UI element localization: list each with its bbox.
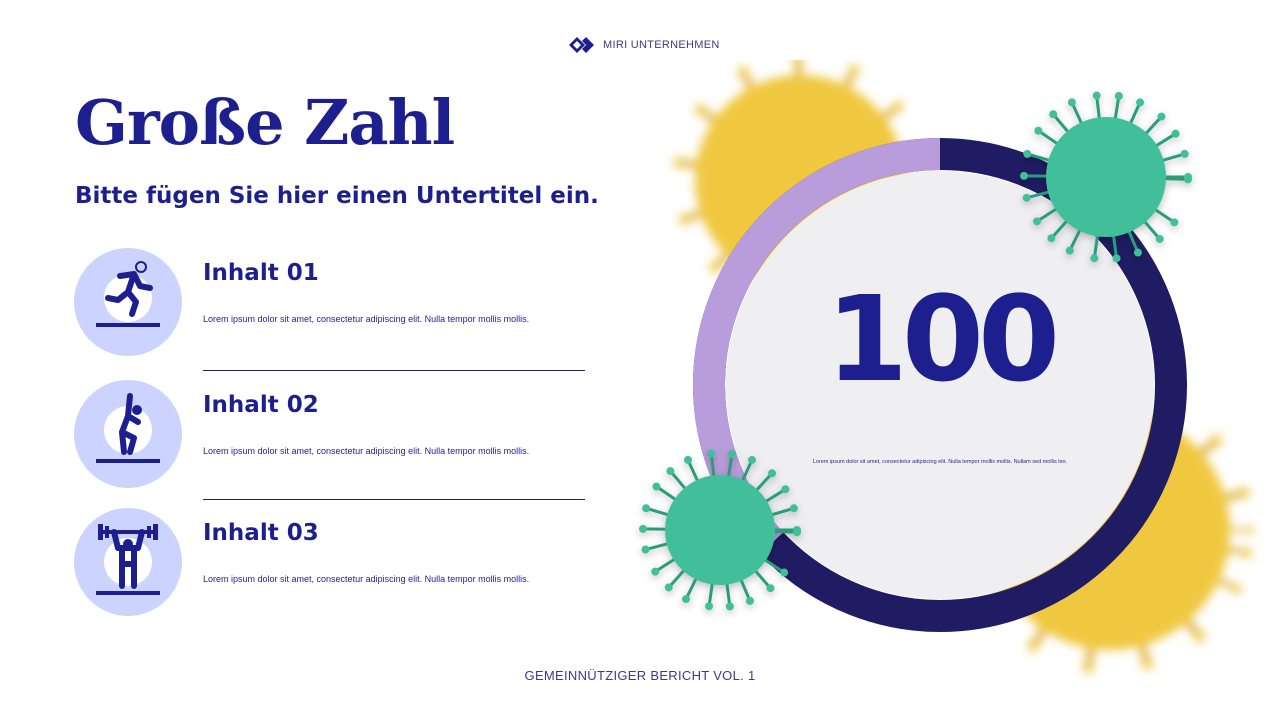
item-heading: Inhalt 03 (203, 520, 319, 546)
virus-spike-tip (679, 214, 688, 223)
virus-spike-tip (1197, 631, 1206, 640)
content-item-1: Inhalt 01 Lorem ipsum dolor sit amet, co… (74, 248, 594, 358)
virus-spike-tip (895, 103, 904, 112)
virus-spike-tip (745, 596, 754, 605)
green-virus-icon (1020, 91, 1192, 263)
big-number-description: Lorem ipsum dolor sit amet, consectetur … (812, 459, 1068, 465)
virus-spike-tip (851, 66, 860, 75)
virus-spike-tip (1112, 254, 1121, 263)
virus-spike-tip (792, 528, 801, 537)
item-text: Lorem ipsum dolor sit amet, consectetur … (203, 446, 530, 456)
virus-spike-tip (1180, 149, 1189, 158)
virus-spike-tip (705, 602, 714, 611)
divider (203, 499, 585, 500)
virus-spike-tip (766, 584, 775, 593)
virus-spike-tip (674, 156, 683, 165)
virus-spike-tip (1145, 660, 1154, 669)
virus-spike-tip (639, 524, 648, 533)
virus-spike-tip (1049, 110, 1058, 119)
content-item-2: Inhalt 02 Lorem ipsum dolor sit amet, co… (74, 380, 594, 490)
virus-spike-tip (797, 60, 803, 61)
virus-spike-tip (682, 595, 691, 604)
virus-spike-tip (1047, 234, 1056, 243)
virus-spike-tip (1244, 547, 1253, 556)
virus-spike-tip (789, 504, 798, 513)
virus-spike-tip (728, 449, 737, 458)
virus-spike-tip (651, 567, 660, 576)
virus-spike-tip (1020, 171, 1029, 180)
virus-spike-tip (696, 103, 705, 112)
page-subtitle: Bitte fügen Sie hier einen Untertitel ei… (75, 183, 599, 209)
item-heading: Inhalt 02 (203, 392, 319, 418)
virus-spike-tip (709, 262, 718, 271)
virus-spike-tip (1171, 129, 1180, 138)
virus-spike-tip (652, 482, 661, 491)
virus-spike-tip (740, 66, 749, 75)
virus-spike-tip (1022, 193, 1031, 202)
weightlifting-person-icon (74, 508, 182, 616)
virus-spike-tip (707, 449, 716, 458)
virus-spike-tip (664, 583, 673, 592)
virus-spike-tip (1033, 217, 1042, 226)
virus-spike-tip (1170, 218, 1179, 227)
page-title: Große Zahl (75, 86, 455, 159)
virus-spike-tip (1086, 664, 1095, 673)
item-text: Lorem ipsum dolor sit amet, consectetur … (203, 314, 530, 324)
virus-spike-tip (725, 602, 734, 611)
content-item-3: Inhalt 03 Lorem ipsum dolor sit amet, co… (74, 508, 594, 618)
virus-spike-tip (684, 455, 693, 464)
item-text: Lorem ipsum dolor sit amet, consectetur … (203, 574, 530, 584)
big-number: 100 (825, 270, 1060, 408)
logo-text: MIRI UNTERNEHMEN (603, 39, 720, 51)
diamond-logo-icon (569, 37, 594, 53)
virus-spike-tip (1183, 175, 1192, 184)
virus-spike-tip (1233, 584, 1242, 593)
green-virus-icon (639, 449, 801, 611)
virus-spike-tip (1067, 98, 1076, 107)
virus-spike-tip (1136, 98, 1145, 107)
ring-accent-segment (693, 138, 1187, 632)
virus-body (665, 475, 775, 585)
ring-inner (726, 171, 1154, 599)
item-heading: Inhalt 01 (203, 260, 319, 286)
divider (203, 370, 585, 371)
big-number-ring (639, 60, 1254, 673)
running-person-icon (74, 248, 182, 356)
virus-spike-tip (747, 455, 756, 464)
footer-text: GEMEINNÜTZIGER BERICHT VOL. 1 (524, 668, 756, 683)
virus-body (1046, 117, 1166, 237)
company-logo: MIRI UNTERNEHMEN (569, 35, 720, 55)
virus-spike-tip (1114, 92, 1123, 101)
virus-spike-tip (1090, 254, 1099, 263)
virus-spike-tip (1157, 112, 1166, 121)
virus-spike-tip (1023, 149, 1032, 158)
virus-spike-tip (666, 467, 675, 476)
virus-spike-tip (1133, 248, 1142, 257)
virus-spike-tip (768, 469, 777, 478)
virus-spike-tip (641, 545, 650, 554)
virus-spike-tip (1065, 246, 1074, 255)
virus-spike-tip (781, 485, 790, 494)
virus-spike-tip (1246, 526, 1254, 534)
virus-spike-tip (780, 568, 789, 577)
virus-spike-tip (1034, 126, 1043, 135)
virus-spike-tip (1030, 643, 1039, 652)
stretching-person-icon (74, 380, 182, 488)
virus-spike-tip (1155, 234, 1164, 243)
virus-spike-tip (1092, 91, 1101, 100)
virus-spike-tip (1240, 486, 1249, 495)
virus-spike-tip (642, 504, 651, 513)
virus-spike-tip (1211, 434, 1220, 443)
